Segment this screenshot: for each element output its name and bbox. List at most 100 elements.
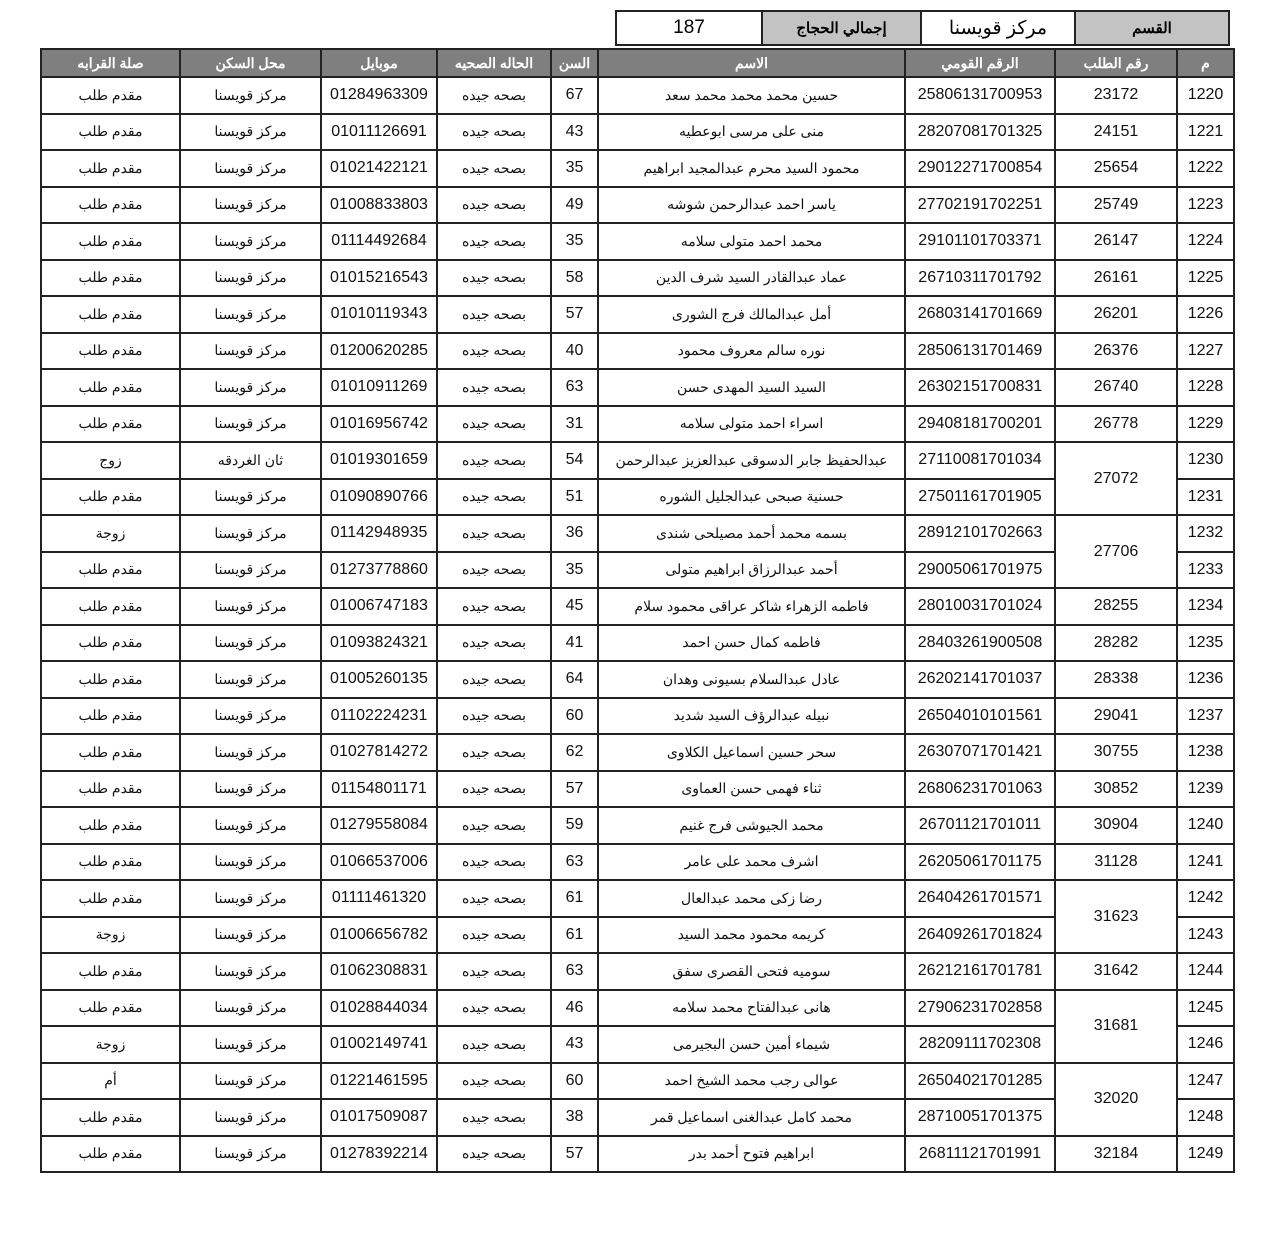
cell-index: 1232	[1176, 514, 1235, 553]
cell-relation: زوجة	[40, 1025, 181, 1064]
cell-mobile: 01016956742	[320, 404, 438, 443]
cell-national-id: 29101101703371	[904, 222, 1056, 261]
cell-mobile: 01021422121	[320, 149, 438, 188]
cell-request-number: 31681	[1054, 988, 1178, 1064]
cell-mobile: 01102224231	[320, 696, 438, 735]
table-row: 1232 27706 28912101702663 بسمه محمد أحمد مص…	[40, 514, 1235, 589]
cell-relation: مقدم طلب	[40, 806, 181, 845]
cell-mobile: 01273778860	[320, 550, 438, 589]
cell-residence: مركز قويسنا	[179, 842, 322, 881]
cell-health-status: بصحه جيده	[436, 1025, 552, 1064]
column-header-health-status: الحاله الصحيه	[436, 48, 552, 78]
cell-national-id: 29012271700854	[904, 149, 1056, 188]
cell-index: 1231	[1176, 477, 1235, 516]
cell-index: 1234	[1176, 587, 1235, 626]
cell-index: 1228	[1176, 368, 1235, 407]
cell-relation: مقدم طلب	[40, 623, 181, 662]
cell-residence: مركز قويسنا	[179, 623, 322, 662]
cell-national-id: 26710311701792	[904, 258, 1056, 297]
cell-age: 35	[550, 550, 599, 589]
cell-national-id: 26212161701781	[904, 952, 1056, 991]
cell-request-number: 31623	[1054, 879, 1178, 954]
cell-age: 36	[550, 514, 599, 553]
cell-mobile: 01010911269	[320, 368, 438, 407]
cell-mobile: 01154801171	[320, 769, 438, 808]
column-header-age: السن	[550, 48, 599, 78]
cell-relation: مقدم طلب	[40, 1134, 181, 1173]
cell-age: 45	[550, 587, 599, 626]
cell-age: 64	[550, 660, 599, 699]
cell-age: 60	[550, 696, 599, 735]
cell-residence: مركز قويسنا	[179, 258, 322, 297]
cell-residence: مركز قويسنا	[179, 879, 322, 918]
cell-health-status: بصحه جيده	[436, 806, 552, 845]
cell-relation: مقدم طلب	[40, 112, 181, 151]
table-row: 1244 31642 26212161701781 سوميه فتحى القصرى…	[40, 952, 1235, 991]
cell-residence: مركز قويسنا	[179, 550, 322, 589]
cell-request-number: 24151	[1054, 112, 1178, 151]
cell-national-id: 26404261701571	[904, 879, 1056, 918]
cell-relation: مقدم طلب	[40, 660, 181, 699]
cell-relation: أم	[40, 1061, 181, 1100]
table-row: 1226 26201 26803141701669 أمل عبدالمالك فرج…	[40, 295, 1235, 334]
cell-name: فاطمه كمال حسن احمد	[597, 623, 906, 662]
cell-national-id: 26803141701669	[904, 295, 1056, 334]
cell-health-status: بصحه جيده	[436, 258, 552, 297]
total-label: إجمالي الحجاج	[761, 10, 922, 46]
cell-index: 1223	[1176, 185, 1235, 224]
cell-age: 62	[550, 733, 599, 772]
cell-residence: مركز قويسنا	[179, 952, 322, 991]
table-row: 1241 31128 26205061701175 اشرف محمد على عام…	[40, 842, 1235, 881]
cell-residence: مركز قويسنا	[179, 76, 322, 115]
cell-age: 57	[550, 1134, 599, 1173]
cell-age: 41	[550, 623, 599, 662]
cell-mobile: 01017509087	[320, 1098, 438, 1137]
cell-national-id: 28403261900508	[904, 623, 1056, 662]
cell-residence: مركز قويسنا	[179, 696, 322, 735]
table-row: 1238 30755 26307071701421 سحر حسين اسماعيل …	[40, 733, 1235, 772]
cell-mobile: 01090890766	[320, 477, 438, 516]
cell-health-status: بصحه جيده	[436, 660, 552, 699]
cell-index: 1224	[1176, 222, 1235, 261]
cell-relation: زوجة	[40, 915, 181, 954]
cell-health-status: بصحه جيده	[436, 879, 552, 918]
cell-health-status: بصحه جيده	[436, 915, 552, 954]
cell-age: 35	[550, 149, 599, 188]
cell-relation: مقدم طلب	[40, 149, 181, 188]
cell-mobile: 01010119343	[320, 295, 438, 334]
cell-health-status: بصحه جيده	[436, 222, 552, 261]
table-row: 1231 27501161701905 حسنية صبحى عبدالجليل ا…	[40, 477, 1235, 516]
cell-residence: مركز قويسنا	[179, 404, 322, 443]
cell-residence: مركز قويسنا	[179, 1134, 322, 1173]
cell-index: 1235	[1176, 623, 1235, 662]
cell-request-number: 26201	[1054, 295, 1178, 334]
column-header-mobile: موبايل	[320, 48, 438, 78]
cell-national-id: 26307071701421	[904, 733, 1056, 772]
cell-age: 61	[550, 879, 599, 918]
cell-health-status: بصحه جيده	[436, 404, 552, 443]
cell-name: رضا زكى محمد عبدالعال	[597, 879, 906, 918]
cell-request-number: 28255	[1054, 587, 1178, 626]
cell-age: 63	[550, 952, 599, 991]
table-row: 1235 28282 28403261900508 فاطمه كمال حسن اح…	[40, 623, 1235, 662]
cell-index: 1245	[1176, 988, 1235, 1027]
cell-residence: ثان الغردقه	[179, 441, 322, 480]
cell-relation: مقدم طلب	[40, 295, 181, 334]
section-label: القسم	[1074, 10, 1230, 46]
cell-name: اشرف محمد على عامر	[597, 842, 906, 881]
cell-health-status: بصحه جيده	[436, 368, 552, 407]
cell-residence: مركز قويسنا	[179, 769, 322, 808]
cell-national-id: 26302151700831	[904, 368, 1056, 407]
cell-residence: مركز قويسنا	[179, 733, 322, 772]
cell-name: حسنية صبحى عبدالجليل الشوره	[597, 477, 906, 516]
cell-residence: مركز قويسنا	[179, 331, 322, 370]
cell-mobile: 01066537006	[320, 842, 438, 881]
cell-national-id: 26806231701063	[904, 769, 1056, 808]
cell-request-number: 25654	[1054, 149, 1178, 188]
cell-mobile: 01278392214	[320, 1134, 438, 1173]
cell-index: 1240	[1176, 806, 1235, 845]
cell-request-number: 29041	[1054, 696, 1178, 735]
column-header-request-number: رقم الطلب	[1054, 48, 1178, 78]
cell-age: 49	[550, 185, 599, 224]
cell-relation: مقدم طلب	[40, 331, 181, 370]
